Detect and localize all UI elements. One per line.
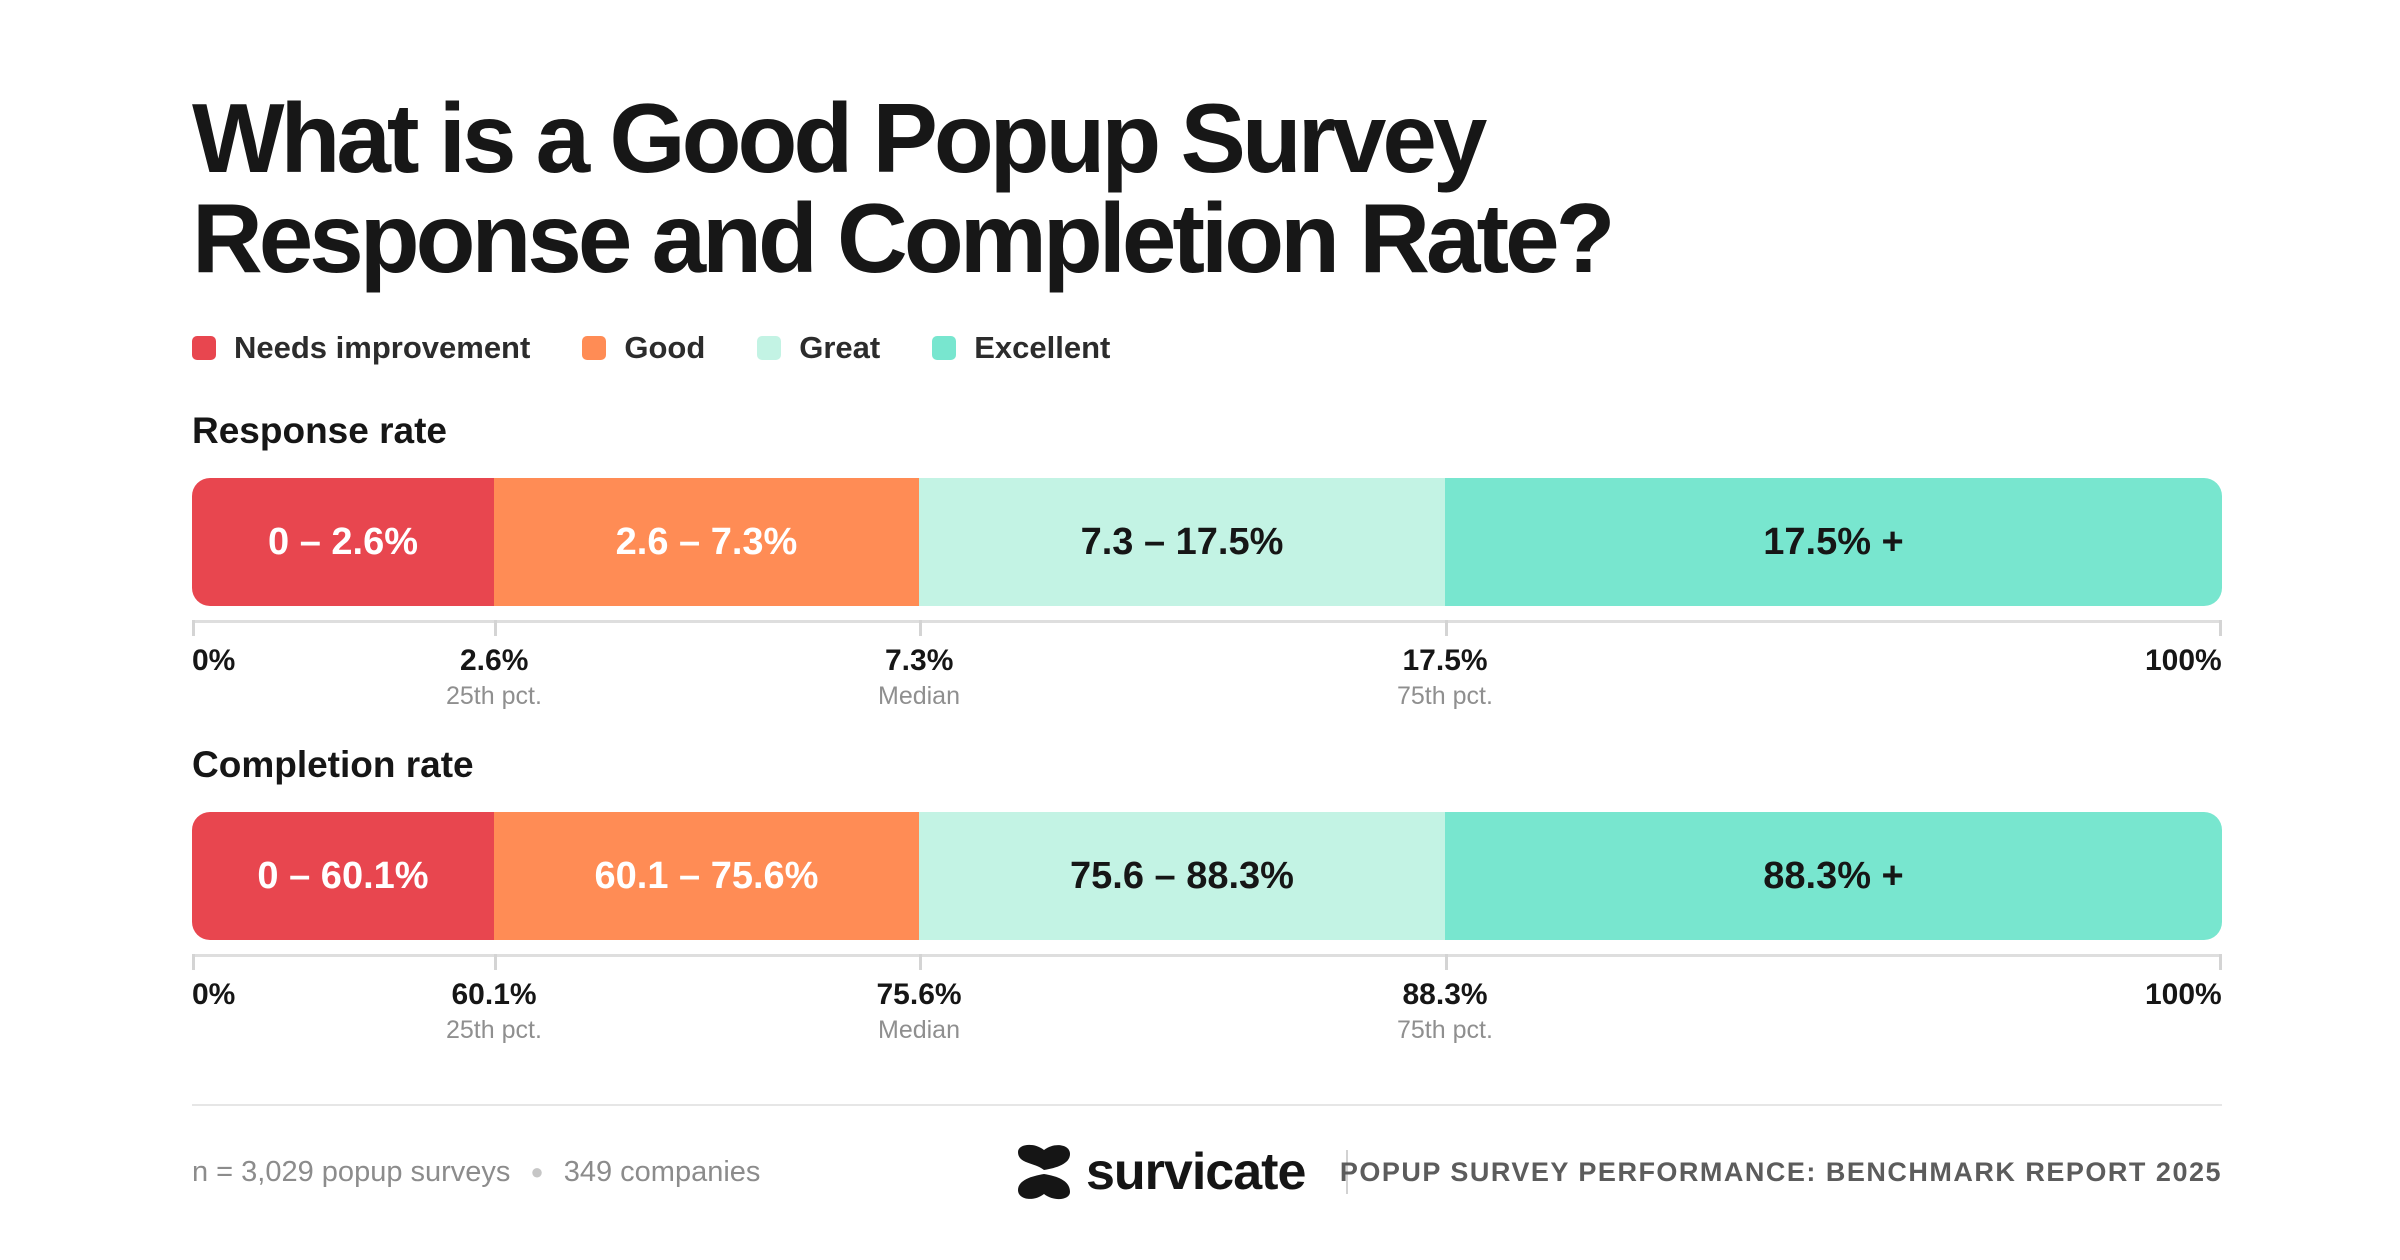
bar-segment: 7.3 – 17.5%	[919, 478, 1445, 606]
page-title: What is a Good Popup Survey Response and…	[192, 83, 1616, 293]
legend-label: Needs improvement	[234, 330, 531, 365]
tick-label: 0%	[192, 644, 236, 677]
bar-segment: 2.6 – 7.3%	[494, 478, 919, 606]
chart-title: Response rate	[192, 410, 447, 451]
tick-label: 7.3%	[885, 644, 954, 677]
brand-name: survicate	[1086, 1143, 1306, 1201]
tick-label: 100%	[2145, 978, 2222, 1011]
tick-sublabel: 25th pct.	[446, 1016, 542, 1044]
legend-label: Great	[799, 330, 881, 365]
tick-label: 60.1%	[451, 978, 537, 1011]
footer-divider	[192, 1104, 2222, 1106]
tick-label: 75.6%	[876, 978, 962, 1011]
legend: Needs improvement Good Great Excellent	[192, 326, 1162, 370]
axis-line	[192, 620, 2222, 623]
tick-sublabel: 75th pct.	[1397, 1016, 1493, 1044]
tick-label: 17.5%	[1402, 644, 1488, 677]
chart-title: Completion rate	[192, 744, 474, 785]
axis-tick	[494, 620, 497, 636]
sample-footnote: n = 3,029 popup surveys ● 349 companies	[192, 1150, 760, 1194]
legend-swatch	[932, 336, 957, 360]
axis-tick	[1445, 954, 1448, 970]
legend-swatch	[582, 336, 607, 360]
brand-separator	[1346, 1150, 1348, 1194]
legend-item: Excellent	[932, 330, 1110, 366]
benchmark-bar: 0 – 60.1% 60.1 – 75.6% 75.6 – 88.3% 88.3% +	[192, 812, 2222, 940]
tick-sublabel: Median	[878, 1016, 960, 1044]
axis-tick	[919, 620, 922, 636]
survicate-logo-icon	[1018, 1144, 1070, 1200]
legend-label: Good	[624, 330, 706, 365]
tick-sublabel: Median	[878, 682, 960, 710]
legend-swatch	[192, 336, 216, 360]
bar-segment: 0 – 2.6%	[192, 478, 494, 606]
bar-segment: 75.6 – 88.3%	[919, 812, 1445, 940]
page-title-line-2: Response and Completion Rate?	[192, 183, 1616, 293]
tick-label: 2.6%	[460, 644, 529, 677]
legend-item: Needs improvement	[192, 330, 530, 366]
legend-label: Excellent	[974, 330, 1111, 365]
legend-item: Great	[757, 330, 880, 366]
separator-dot: ●	[530, 1159, 544, 1184]
bar-segment: 88.3% +	[1445, 812, 2222, 940]
axis-tick	[2219, 620, 2222, 636]
bar-segment: 0 – 60.1%	[192, 812, 494, 940]
legend-swatch	[757, 336, 782, 360]
axis-tick	[494, 954, 497, 970]
tick-sublabel: 25th pct.	[446, 682, 542, 710]
axis-tick	[192, 620, 195, 636]
tick-sublabel: 75th pct.	[1397, 682, 1493, 710]
axis-tick	[192, 954, 195, 970]
axis-tick	[919, 954, 922, 970]
companies-count-text: 349 companies	[563, 1155, 761, 1188]
axis-tick	[1445, 620, 1448, 636]
brand-logo: survicate	[1014, 1140, 1306, 1204]
bar-segment: 60.1 – 75.6%	[494, 812, 919, 940]
page-title-line-1: What is a Good Popup Survey	[192, 83, 1487, 193]
benchmark-bar: 0 – 2.6% 2.6 – 7.3% 7.3 – 17.5% 17.5% +	[192, 478, 2222, 606]
bar-segment: 17.5% +	[1445, 478, 2222, 606]
axis-line	[192, 954, 2222, 957]
tick-label: 0%	[192, 978, 236, 1011]
tick-label: 88.3%	[1402, 978, 1488, 1011]
tick-label: 100%	[2145, 644, 2222, 677]
sample-size-text: n = 3,029 popup surveys	[192, 1155, 511, 1188]
report-title: POPUP SURVEY PERFORMANCE: BENCHMARK REPO…	[1339, 1156, 2222, 1187]
legend-item: Good	[582, 330, 705, 366]
axis-tick	[2219, 954, 2222, 970]
